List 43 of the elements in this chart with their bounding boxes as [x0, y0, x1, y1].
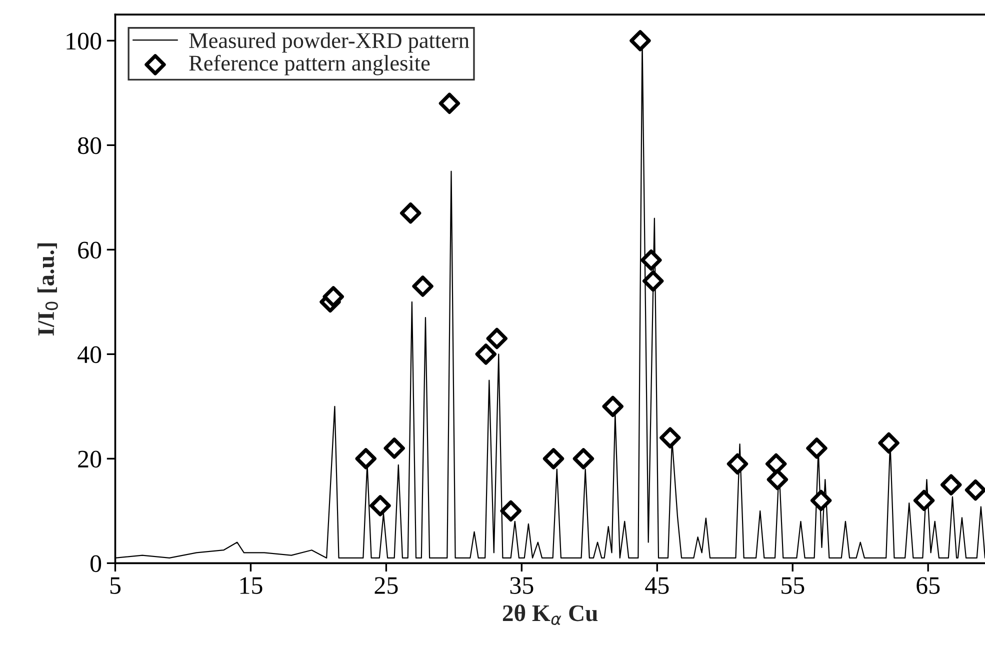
y-tick-label: 80 — [78, 137, 102, 154]
point — [964, 479, 985, 501]
point — [384, 438, 405, 459]
y-tick-label: 0 — [90, 555, 102, 572]
point — [355, 448, 376, 470]
point — [940, 474, 962, 496]
point — [438, 92, 460, 114]
point — [322, 286, 344, 308]
point — [630, 30, 651, 52]
point — [806, 438, 828, 459]
point — [766, 468, 788, 490]
point — [370, 495, 391, 516]
y-axis-title: I/I$_{0}$ [a.u.] — [37, 243, 58, 336]
point — [572, 448, 594, 470]
legend-label: Measured powder-XRD pattern — [189, 32, 470, 53]
point — [878, 432, 900, 454]
legend-label: Reference pattern anglesite — [189, 54, 430, 76]
point — [640, 250, 662, 271]
x-tick-label: 45 — [645, 577, 669, 594]
point — [642, 270, 664, 292]
point — [726, 453, 748, 474]
y-tick-label: 100 — [66, 32, 102, 50]
x-tick-label: 35 — [510, 577, 534, 594]
point — [913, 490, 935, 512]
point — [475, 344, 496, 365]
x-axis-title: 2θ K$_{α}$ Cu — [502, 604, 598, 626]
point — [810, 490, 832, 512]
x-tick-label: 55 — [782, 577, 804, 594]
point — [766, 453, 787, 474]
point — [400, 202, 422, 224]
x-tick-label: 25 — [374, 577, 398, 594]
x-tick-label: 65 — [916, 577, 940, 594]
x-tick-label: 5 — [110, 577, 121, 594]
point — [412, 276, 434, 297]
point — [602, 396, 624, 418]
y-tick-label: 40 — [78, 346, 102, 364]
point — [660, 427, 681, 448]
x-tick-label: 15 — [240, 577, 262, 594]
point — [542, 448, 564, 470]
point — [486, 328, 508, 350]
point — [500, 500, 522, 522]
y-tick-label: 60 — [78, 242, 102, 259]
y-tick-label: 20 — [78, 450, 102, 468]
